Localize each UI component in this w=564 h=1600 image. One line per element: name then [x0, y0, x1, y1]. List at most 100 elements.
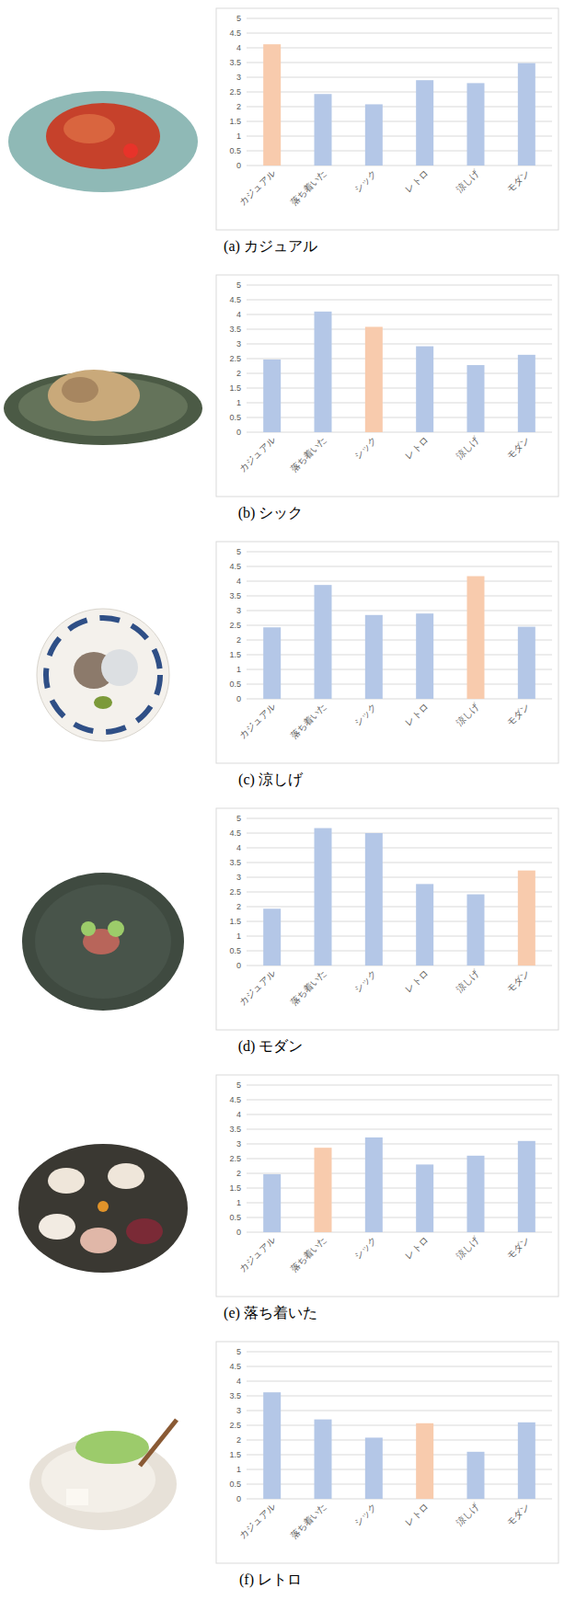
food-photo: [29, 1420, 177, 1531]
bar: [263, 1174, 281, 1233]
bar: [517, 1141, 536, 1233]
category-label: カジュアル: [237, 968, 277, 1009]
grid-line: [246, 863, 553, 864]
grid-line: [246, 1381, 553, 1383]
tick-label: 0.5: [229, 1480, 242, 1490]
grid-line: [246, 106, 553, 108]
grid-line: [246, 1232, 553, 1234]
bars: [263, 44, 536, 166]
bar: [415, 613, 434, 700]
tick-label: 1.5: [229, 116, 242, 127]
tick-label: 1: [236, 131, 242, 141]
tick-label: 2.5: [229, 1154, 242, 1164]
bar: [365, 326, 383, 433]
tick-label: 0: [236, 427, 242, 438]
tick-label: 3.5: [229, 591, 242, 601]
tick-label: 2: [236, 1436, 242, 1446]
tick-label: 5: [236, 13, 242, 24]
plate: [34, 885, 172, 1000]
grid-line: [246, 1115, 553, 1117]
tick-label: 1.5: [229, 917, 242, 927]
tick-label: 4.5: [229, 1095, 242, 1105]
grid-line: [246, 1129, 553, 1131]
grid-line: [246, 18, 553, 20]
grid-line: [246, 892, 553, 894]
grid-line: [246, 314, 553, 316]
tick-label: 0: [236, 1495, 242, 1505]
tick-label: 4.5: [229, 562, 242, 572]
category-label: 落ち着いた: [287, 702, 328, 742]
grid-line: [246, 165, 553, 167]
food: [46, 103, 161, 170]
category-label: シック: [352, 968, 380, 996]
bar: [365, 103, 383, 166]
grid-line: [246, 1203, 553, 1205]
bar: [467, 1452, 485, 1500]
grid-line: [246, 1085, 553, 1087]
bar: [314, 93, 333, 166]
food: [47, 369, 140, 422]
tick-label: 3.5: [229, 1392, 242, 1402]
food: [93, 696, 113, 710]
tick-label: 1: [236, 932, 242, 942]
bar: [365, 833, 383, 967]
grid-line: [246, 358, 553, 360]
category-label: モダン: [505, 435, 532, 462]
tick-label: 0.5: [229, 413, 242, 423]
bar: [415, 80, 434, 166]
category-label: シック: [352, 1235, 380, 1263]
grid-line: [246, 1499, 553, 1501]
bars: [263, 1392, 536, 1500]
category-label: 落ち着いた: [287, 1502, 328, 1543]
grid-line: [246, 699, 553, 701]
tick-label: 5: [236, 1347, 242, 1358]
tick-label: 3: [236, 339, 242, 349]
caption: (d) モダン: [238, 1038, 304, 1056]
grid-line: [246, 388, 553, 390]
panel: 00.511.522.533.544.55カジュアル落ち着いたシックレトロ涼しげ…: [8, 8, 559, 255]
bar: [314, 585, 333, 700]
tick-label: 5: [236, 547, 242, 557]
grid-line: [246, 33, 553, 35]
category-label: シック: [352, 702, 380, 729]
tick-label: 3.5: [229, 324, 242, 334]
tick-label: 1.5: [229, 1450, 242, 1461]
grid-line: [246, 581, 553, 583]
tick-label: 2.5: [229, 887, 242, 898]
grid-line: [246, 432, 553, 434]
plate: [22, 873, 185, 1012]
tick-label: 2: [236, 635, 242, 645]
food: [75, 1431, 150, 1465]
category-label: 涼しげ: [453, 701, 482, 729]
caption: (f) レトロ: [239, 1572, 302, 1589]
food: [80, 1228, 117, 1255]
tick-label: 4: [236, 1110, 242, 1120]
tick-label: 4: [236, 843, 242, 853]
bar: [314, 311, 333, 433]
grid-line: [246, 951, 553, 953]
category-label: カジュアル: [237, 702, 277, 742]
bars: [263, 311, 536, 433]
tick-label: 2: [236, 368, 242, 379]
category-label: カジュアル: [237, 168, 277, 208]
bar: [517, 355, 536, 433]
bar: [467, 365, 485, 433]
tick-label: 2.5: [229, 621, 242, 631]
tick-label: 1: [236, 665, 242, 675]
panel: 00.511.522.533.544.55カジュアル落ち着いたシックレトロ涼しげ…: [29, 1342, 559, 1589]
panel: 00.511.522.533.544.55カジュアル落ち着いたシックレトロ涼しげ…: [22, 808, 559, 1056]
category-label: シック: [352, 1502, 380, 1530]
plate: [18, 1144, 188, 1274]
bar: [263, 627, 281, 700]
grid-line: [246, 1411, 553, 1413]
tick-label: 2: [236, 902, 242, 912]
tick-label: 4.5: [229, 828, 242, 839]
category-label: カジュアル: [237, 1235, 277, 1276]
food: [61, 377, 99, 403]
tick-label: 3: [236, 873, 242, 883]
caption: (a) カジュアル: [223, 238, 318, 255]
tick-label: 0: [236, 161, 242, 171]
chart-frame: [216, 1342, 559, 1565]
grid-line: [246, 373, 553, 375]
tick-label: 0.5: [229, 1213, 242, 1223]
